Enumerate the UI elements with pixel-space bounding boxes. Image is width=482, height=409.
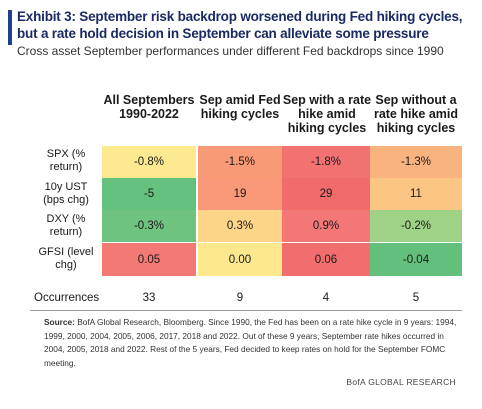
cell-ust-col4: 11 (370, 178, 462, 210)
source-divider (30, 310, 462, 311)
exhibit-title: Exhibit 3: September risk backdrop worse… (17, 9, 463, 41)
column-header-with-rate-hike: Sep with a rate hike amid hiking cycles (282, 93, 372, 135)
cell-spx-col1: -0.8% (102, 146, 196, 178)
cell-dxy-col2: 0.3% (198, 210, 282, 242)
row-label-10y-ust: 10y UST (bps chg) (43, 181, 89, 206)
cell-ust-col2: 19 (198, 178, 282, 210)
occurrences-value-col3: 4 (322, 292, 330, 304)
source-label: Source: (44, 317, 75, 327)
source-note: Source: BofA Global Research, Bloomberg.… (44, 316, 462, 370)
column-header-all-septembers: All Septembers 1990-2022 (103, 93, 195, 121)
row-label-dxy: DXY (% return) (46, 213, 86, 238)
column-header-hiking-cycles: Sep amid Fed hiking cycles (199, 93, 281, 121)
cell-gfsi-col2: 0.00 (198, 243, 282, 276)
row-label-gfsi: GFSI (level chg) (38, 246, 94, 271)
cell-gfsi-col4: -0.04 (370, 243, 462, 276)
column-header-without-rate-hike: Sep without a rate hike amid hiking cycl… (373, 93, 459, 135)
occurrences-value-col2: 9 (236, 292, 244, 304)
cell-gfsi-col1: 0.05 (102, 243, 196, 276)
cell-ust-col3: 29 (282, 178, 370, 210)
cell-dxy-col3: 0.9% (282, 210, 370, 242)
cell-dxy-col1: -0.3% (102, 210, 196, 242)
title-accent-bar (8, 10, 12, 45)
occurrences-value-col1: 33 (142, 292, 156, 304)
cell-ust-col1: -5 (102, 178, 196, 210)
occurrences-value-col4: 5 (412, 292, 420, 304)
source-text: BofA Global Research, Bloomberg. Since 1… (44, 317, 457, 368)
cell-dxy-col4: -0.2% (370, 210, 462, 242)
occurrences-label: Occurrences (34, 292, 100, 304)
footer-brand: BofA GLOBAL RESEARCH (346, 377, 456, 387)
cell-gfsi-col3: 0.06 (282, 243, 370, 276)
cell-spx-col3: -1.8% (282, 146, 370, 178)
cell-spx-col4: -1.3% (370, 146, 462, 178)
cell-spx-col2: -1.5% (198, 146, 282, 178)
exhibit-subtitle: Cross asset September performances under… (17, 44, 444, 58)
row-label-spx: SPX (% return) (46, 148, 86, 173)
